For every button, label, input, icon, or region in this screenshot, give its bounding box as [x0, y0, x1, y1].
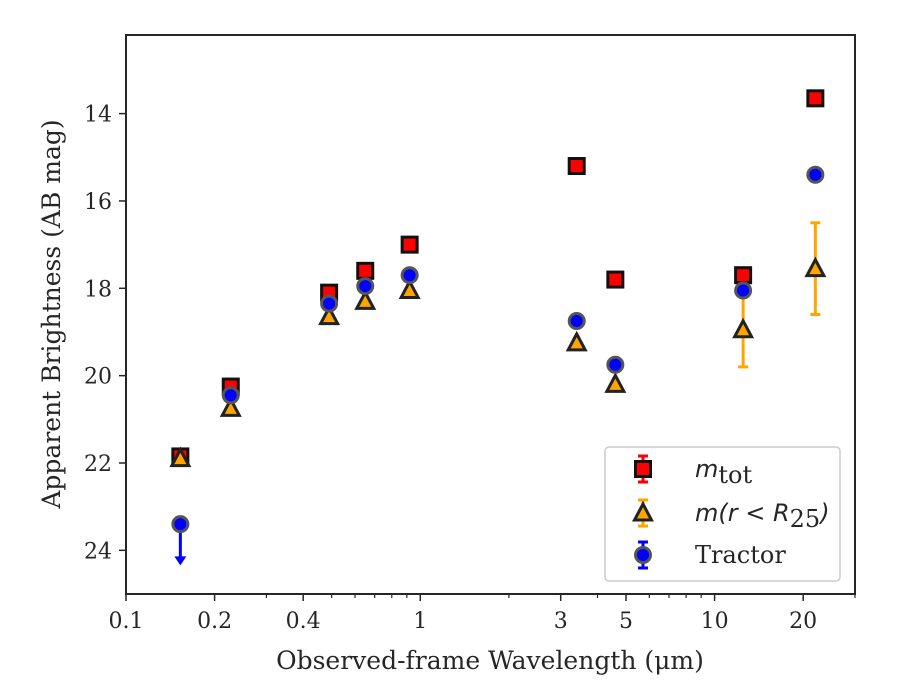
legend-marker-circle — [634, 546, 652, 564]
series-circle — [171, 165, 825, 566]
legend-label-square: mtot — [695, 455, 752, 489]
legend-entry-circle: Tractor — [634, 540, 786, 570]
x-tick-label-6: 10 — [701, 609, 729, 634]
ticks-layer: 0.1 0.2 0.4 1 3 5 10 20 14 16 18 20 22 24 — [84, 103, 856, 634]
marks-layer — [169, 89, 827, 566]
y-tick-label-4: 22 — [84, 452, 112, 477]
y-tick-label-1: 16 — [84, 190, 112, 215]
x-tick-label-0: 0.1 — [109, 609, 144, 634]
x-tick-label-3: 1 — [413, 609, 427, 634]
y-tick-label-3: 20 — [84, 365, 112, 390]
series-square — [171, 89, 825, 466]
y-tick-label-0: 14 — [84, 103, 112, 128]
x-axis-title: Observed-frame Wavelength (μm) — [276, 646, 704, 675]
legend-entry-square: mtot — [634, 454, 752, 489]
x-tick-label-5: 5 — [619, 609, 633, 634]
series-triangle — [169, 221, 827, 468]
legend-marker-square — [634, 460, 652, 478]
legend-label-circle: Tractor — [695, 541, 786, 569]
x-tick-label-2: 0.4 — [286, 609, 321, 634]
legend-marker-triangle — [632, 500, 654, 522]
legend-entry-triangle: m(r < R25) — [632, 498, 830, 533]
upper-limit-arrow-0 — [174, 556, 187, 566]
plot-frame — [125, 34, 856, 595]
x-tick-label-4: 3 — [554, 609, 568, 634]
y-tick-label-5: 24 — [84, 539, 112, 564]
y-tick-label-2: 18 — [84, 277, 112, 302]
legend-box — [604, 446, 841, 582]
legend: mtot m(r < R25) Tractor — [604, 446, 841, 582]
y-axis-title: Apparent Brightness (AB mag) — [37, 119, 66, 509]
legend-label-triangle: m(r < R25) — [695, 499, 830, 533]
x-tick-label-1: 0.2 — [197, 609, 232, 634]
x-tick-label-7: 20 — [789, 609, 817, 634]
